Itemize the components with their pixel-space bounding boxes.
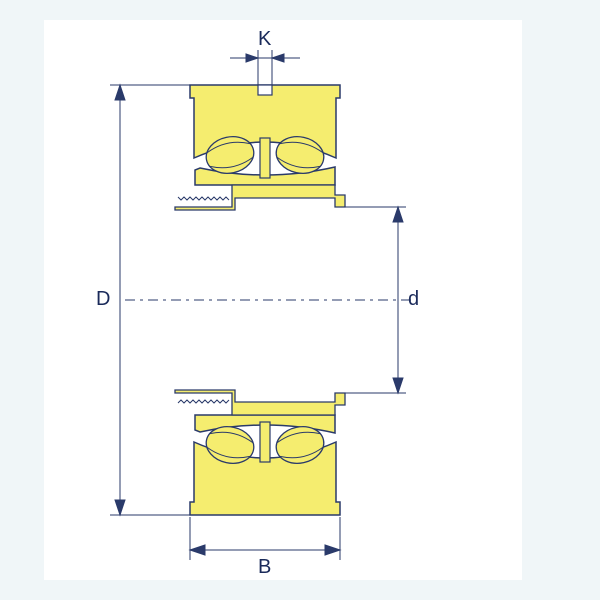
diagram-svg (0, 0, 600, 600)
label-D: D (96, 288, 110, 311)
label-d: d (408, 288, 419, 311)
bearing-diagram-canvas: D d B K (0, 0, 600, 600)
label-K: K (258, 28, 271, 51)
label-B: B (258, 556, 271, 579)
